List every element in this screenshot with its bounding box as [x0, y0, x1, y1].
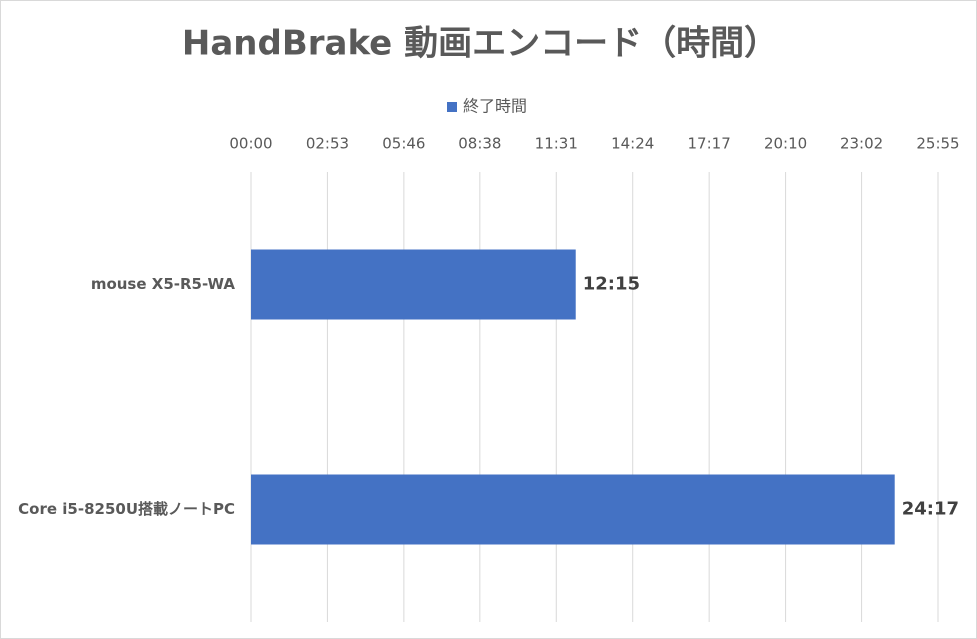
y-tick-label: mouse X5-R5-WA: [91, 275, 236, 293]
x-tick-label: 02:53: [306, 135, 349, 153]
x-tick-label: 08:38: [458, 135, 501, 153]
x-tick-label: 00:00: [229, 135, 272, 153]
x-tick-label: 25:55: [916, 135, 959, 153]
data-label: 12:15: [583, 274, 640, 295]
legend-label: 終了時間: [463, 97, 527, 116]
x-tick-label: 14:24: [611, 135, 654, 153]
bar: [251, 474, 895, 545]
x-tick-label: 11:31: [535, 135, 578, 153]
x-tick-label: 17:17: [688, 135, 731, 153]
data-label: 24:17: [902, 499, 959, 520]
x-tick-label: 20:10: [764, 135, 807, 153]
legend-swatch: [447, 102, 457, 112]
x-tick-label: 23:02: [840, 135, 883, 153]
y-tick-label: Core i5-8250U搭載ノートPC: [18, 500, 235, 518]
x-tick-label: 05:46: [382, 135, 425, 153]
chart-title: HandBrake 動画エンコード（時間）: [182, 24, 778, 64]
bar: [251, 249, 576, 320]
